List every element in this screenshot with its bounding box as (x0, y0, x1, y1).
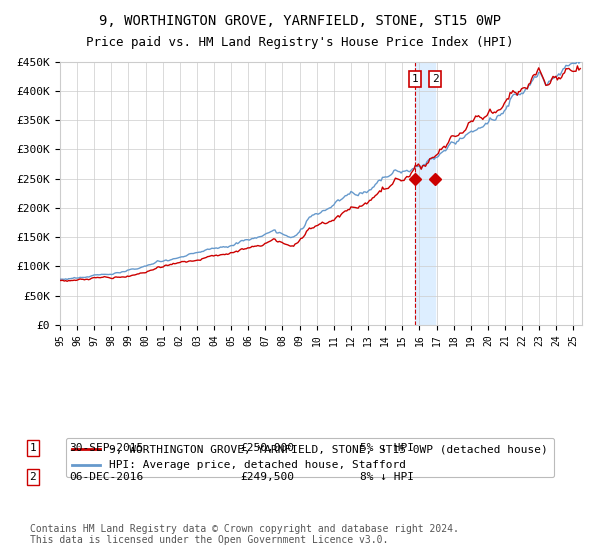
Text: Price paid vs. HM Land Registry's House Price Index (HPI): Price paid vs. HM Land Registry's House … (86, 36, 514, 49)
Text: £249,500: £249,500 (240, 472, 294, 482)
Text: Contains HM Land Registry data © Crown copyright and database right 2024.
This d: Contains HM Land Registry data © Crown c… (30, 524, 459, 545)
Text: £250,000: £250,000 (240, 443, 294, 453)
Text: 30-SEP-2015: 30-SEP-2015 (69, 443, 143, 453)
Bar (415, 62, 435, 325)
Text: 9, WORTHINGTON GROVE, YARNFIELD, STONE, ST15 0WP: 9, WORTHINGTON GROVE, YARNFIELD, STONE, … (99, 14, 501, 28)
Text: 8% ↓ HPI: 8% ↓ HPI (360, 472, 414, 482)
Text: 2: 2 (432, 74, 439, 84)
Text: 06-DEC-2016: 06-DEC-2016 (69, 472, 143, 482)
Text: 5% ↓ HPI: 5% ↓ HPI (360, 443, 414, 453)
Text: 2: 2 (29, 472, 37, 482)
Text: 1: 1 (29, 443, 37, 453)
Text: 1: 1 (412, 74, 419, 84)
Legend: 9, WORTHINGTON GROVE, YARNFIELD, STONE, ST15 0WP (detached house), HPI: Average : 9, WORTHINGTON GROVE, YARNFIELD, STONE, … (65, 438, 554, 477)
